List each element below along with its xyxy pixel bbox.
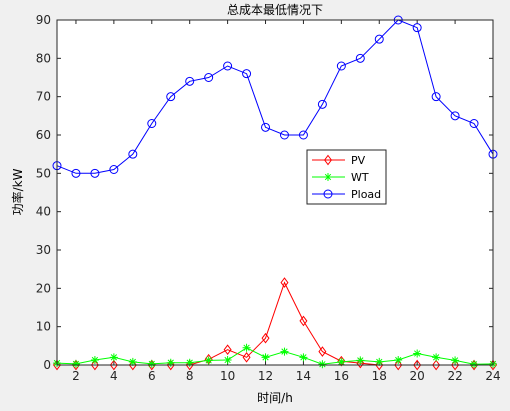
x-tick-label: 2 (72, 369, 80, 383)
y-tick-label: 20 (36, 281, 51, 295)
y-tick-label: 30 (36, 243, 51, 257)
x-tick-label: 16 (334, 369, 349, 383)
series-layer (52, 15, 498, 371)
data-point (185, 359, 194, 371)
data-point (356, 357, 365, 369)
x-axis-label: 时间/h (257, 391, 293, 405)
data-point (412, 23, 422, 33)
y-tick-label: 0 (43, 358, 51, 372)
data-point (394, 356, 403, 365)
data-point (223, 344, 232, 355)
data-point (431, 92, 441, 102)
legend-label: PV (351, 154, 366, 167)
data-point (261, 122, 271, 132)
data-point (185, 76, 195, 86)
x-tick-label: 12 (258, 369, 273, 383)
data-point (451, 359, 460, 371)
y-tick-label: 90 (36, 13, 51, 27)
data-point (90, 168, 100, 178)
data-point (166, 358, 175, 367)
data-point (336, 61, 346, 71)
y-tick-label: 70 (36, 90, 51, 104)
data-point (413, 359, 422, 371)
x-tick-label: 18 (372, 369, 387, 383)
data-point (242, 69, 252, 79)
data-point (375, 357, 384, 366)
data-point (71, 168, 81, 178)
y-tick-label: 40 (36, 205, 51, 219)
data-point (323, 189, 333, 199)
data-point (223, 356, 232, 365)
x-tick-label: 10 (220, 369, 235, 383)
data-point (324, 154, 332, 166)
data-point (318, 346, 327, 357)
data-point (280, 277, 289, 288)
series-line (56, 347, 494, 365)
y-tick-label: 50 (36, 166, 51, 180)
data-point (109, 353, 118, 362)
data-point (109, 359, 118, 371)
data-point (355, 53, 365, 63)
data-point (413, 349, 422, 358)
data-point (450, 111, 460, 121)
legend: PV WT Pload (306, 149, 387, 205)
data-point (166, 359, 175, 371)
data-point (90, 359, 99, 371)
data-point (432, 359, 441, 371)
data-point (394, 359, 403, 371)
y-axis-label: 功率/kW (10, 168, 25, 215)
data-point (374, 34, 384, 44)
data-point (324, 173, 332, 181)
data-point (109, 165, 119, 174)
data-point (128, 149, 138, 159)
data-point (223, 61, 233, 71)
data-point (128, 357, 137, 366)
data-point (299, 353, 308, 362)
plot-frame (56, 19, 494, 366)
x-tick-label: 6 (148, 369, 156, 383)
data-point (470, 360, 479, 369)
y-tick-label: 60 (36, 128, 51, 142)
x-tick-label: 22 (447, 369, 462, 383)
data-point (242, 343, 251, 352)
x-tick-label: 24 (485, 369, 500, 383)
data-point (279, 130, 289, 140)
legend-label: WT (351, 171, 369, 184)
data-point (204, 73, 214, 82)
x-tick-label: 20 (410, 369, 425, 383)
y-tick-label: 80 (36, 51, 51, 65)
data-point (147, 359, 156, 368)
data-point (166, 92, 176, 102)
x-tick-label: 14 (296, 369, 311, 383)
data-point (185, 358, 194, 367)
data-point (299, 315, 308, 327)
x-tick-label: 4 (110, 369, 118, 383)
data-point (356, 356, 365, 365)
data-point (280, 347, 289, 356)
data-point (337, 357, 346, 366)
data-point (71, 359, 80, 368)
data-point (318, 360, 327, 369)
legend-label: Pload (351, 188, 381, 201)
data-point (451, 356, 460, 365)
data-point (298, 130, 308, 140)
data-point (204, 356, 213, 365)
plot-area (57, 20, 493, 365)
data-point (261, 332, 270, 344)
chart-title: 总成本最低情况下 (227, 3, 323, 17)
data-point (317, 99, 327, 109)
data-point (432, 353, 441, 362)
y-tick-label: 10 (36, 320, 51, 334)
data-point (242, 352, 251, 363)
x-tick-label: 8 (186, 369, 194, 383)
data-point (147, 119, 157, 128)
data-point (90, 356, 99, 365)
series-pload (52, 15, 498, 178)
data-point (469, 119, 479, 128)
data-point (261, 353, 270, 362)
